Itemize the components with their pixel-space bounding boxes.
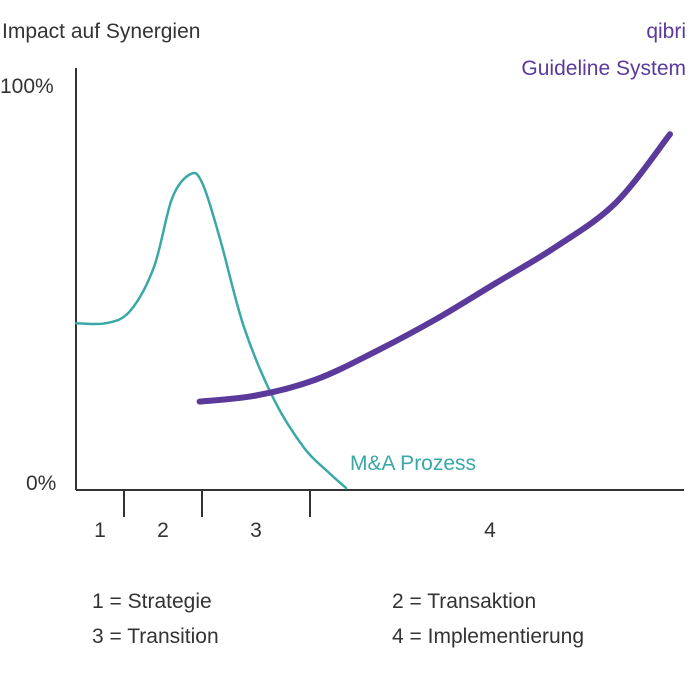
phase-label-2: 2 — [157, 519, 169, 542]
legend-item-3: 3 = Transition — [92, 625, 219, 648]
y-axis-label: Impact auf Synergien — [2, 20, 200, 43]
legend-item-2: 2 = Transaktion — [392, 590, 536, 613]
phase-label-4: 4 — [484, 519, 496, 542]
phase-group: 1 2 3 4 — [94, 490, 496, 542]
legend-item-1: 1 = Strategie — [92, 590, 212, 613]
series-label-qibri: qibri — [646, 20, 686, 43]
series-label-guideline-system: Guideline System — [521, 57, 686, 80]
series-line-ma-prozess — [74, 171, 348, 490]
legend-item-4: 4 = Implementierung — [392, 625, 584, 648]
y-tick-label-0: 0% — [26, 472, 56, 495]
series-line-guideline-system — [196, 131, 673, 405]
phase-label-1: 1 — [94, 519, 106, 542]
series-label-ma-prozess: M&A Prozess — [350, 452, 476, 475]
phase-label-3: 3 — [250, 519, 262, 542]
y-tick-label-100: 100% — [0, 75, 54, 98]
